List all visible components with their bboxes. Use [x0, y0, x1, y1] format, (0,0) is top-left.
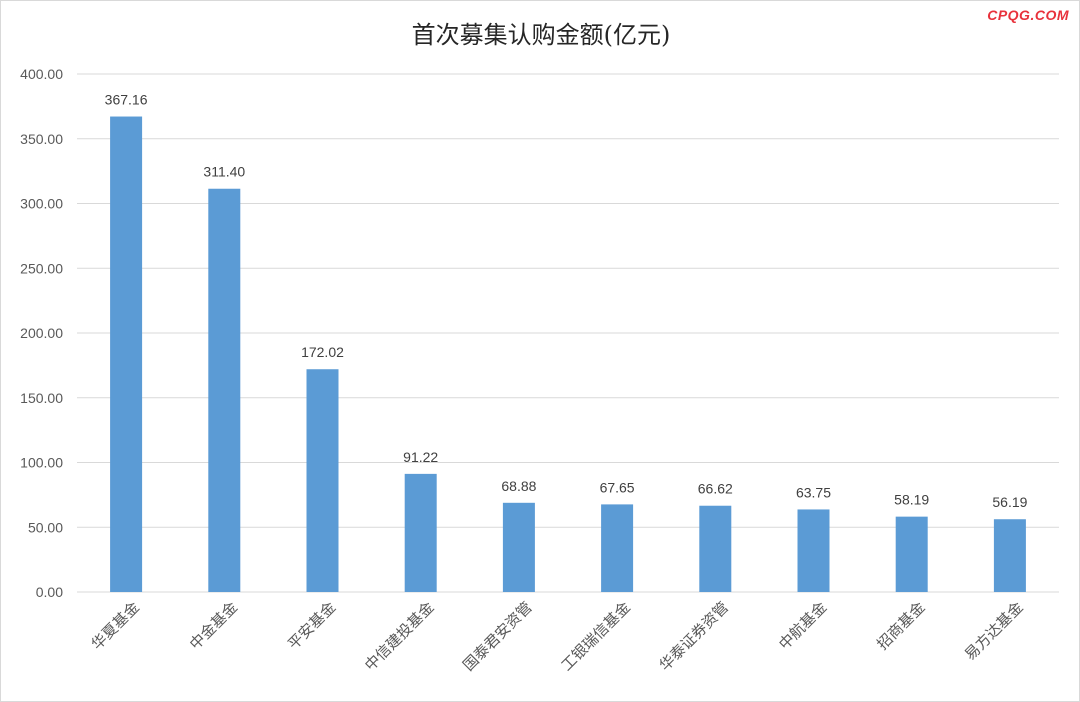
data-label: 367.16 [105, 92, 148, 108]
y-tick-label: 0.00 [36, 584, 63, 600]
data-label: 68.88 [501, 478, 536, 494]
x-category-label: 招商基金 [873, 598, 928, 653]
y-axis-ticks: 0.00 50.00 100.00 150.00 200.00 250.00 300.00 3… [20, 66, 63, 600]
data-label: 66.62 [698, 481, 733, 497]
x-category-label: 中信建投基金 [361, 598, 437, 674]
data-label: 91.22 [403, 449, 438, 465]
y-tick-label: 250.00 [20, 260, 63, 276]
x-category-label: 华泰证券资管 [656, 598, 732, 674]
bar [502, 502, 535, 592]
x-category-label: 中航基金 [775, 598, 830, 653]
data-labels: 367.16 311.40 172.02 91.22 68.88 67.65 66.62 63… [105, 92, 1028, 511]
bar [306, 369, 339, 592]
y-tick-label: 150.00 [20, 390, 63, 406]
y-tick-label: 400.00 [20, 66, 63, 82]
y-tick-label: 350.00 [20, 131, 63, 147]
x-category-label: 国泰君安资管 [459, 598, 535, 674]
bar [797, 509, 830, 592]
chart-title: 首次募集认购金额(亿元) [412, 21, 671, 49]
bar [699, 505, 732, 592]
y-tick-label: 50.00 [28, 519, 63, 535]
bar [208, 188, 241, 592]
data-label: 56.19 [992, 494, 1027, 510]
x-category-label: 平安基金 [284, 598, 339, 653]
y-tick-label: 300.00 [20, 196, 63, 212]
x-category-label: 易方达基金 [961, 598, 1027, 664]
bars [110, 116, 1026, 592]
data-label: 63.75 [796, 484, 831, 500]
gridlines [77, 73, 1059, 593]
data-label: 311.40 [203, 164, 245, 180]
x-category-label: 工银瑞信基金 [558, 598, 634, 674]
bar [601, 504, 634, 592]
y-tick-label: 100.00 [20, 455, 63, 471]
watermark: CPQG.COM [987, 7, 1069, 23]
bar [895, 516, 928, 592]
y-tick-label: 200.00 [20, 325, 63, 341]
data-label: 58.19 [894, 492, 929, 508]
x-axis-categories: 华夏基金 中金基金 平安基金 中信建投基金 国泰君安资管 工银瑞信基金 华泰证券资管 中航基金… [88, 598, 1027, 674]
x-category-label: 中金基金 [186, 598, 241, 653]
bar [110, 116, 143, 592]
data-label: 172.02 [301, 344, 344, 360]
data-label: 67.65 [600, 479, 635, 495]
bar [993, 519, 1026, 592]
bar [404, 473, 437, 592]
x-category-label: 华夏基金 [88, 598, 143, 653]
